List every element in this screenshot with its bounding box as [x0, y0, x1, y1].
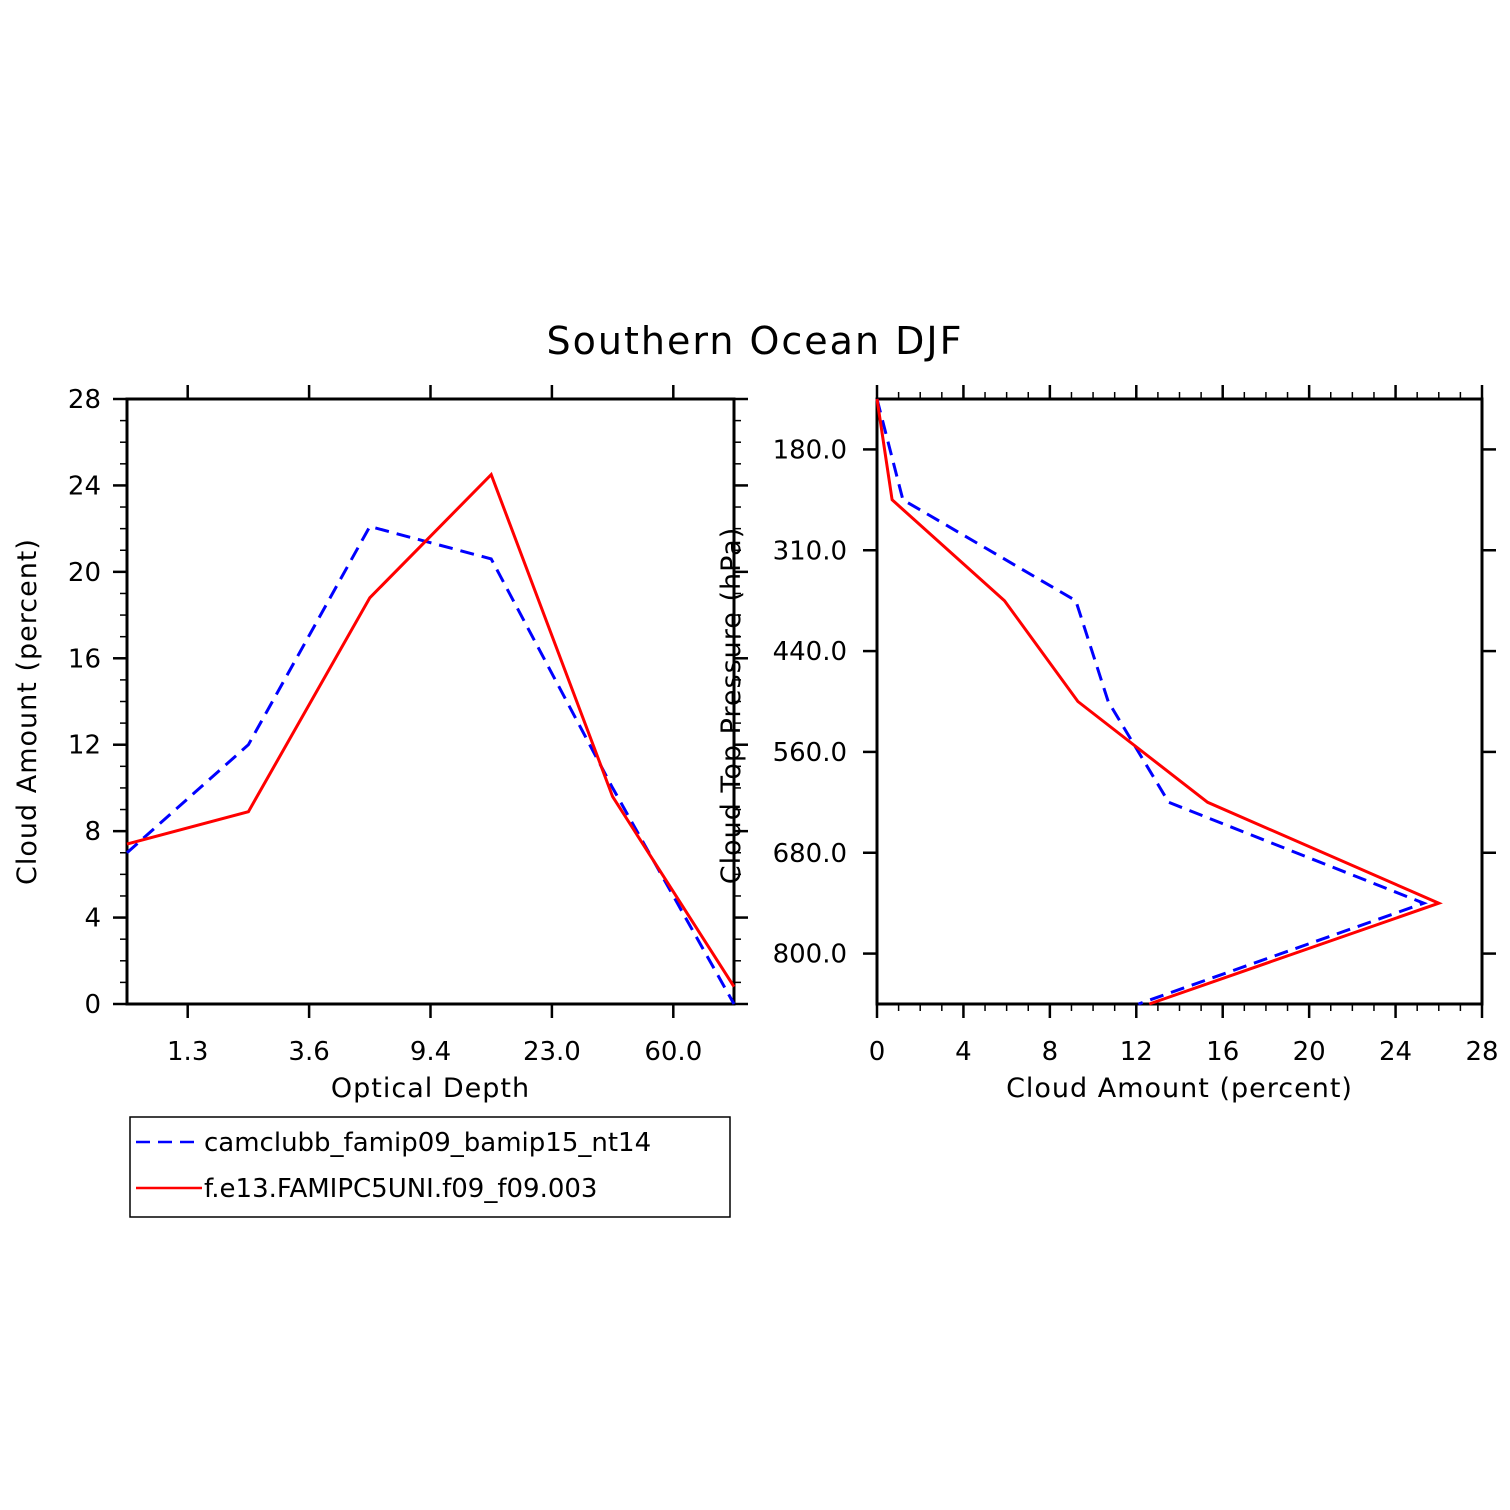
left-series-line-1: [126, 524, 736, 1005]
right-y-tick-label: 560.0: [773, 738, 847, 768]
left-x-tick-label: 9.4: [410, 1037, 451, 1067]
pressure-profile-panel: 0 4 8 12 16 20 24 28 180.0 310.0 440.0 560.0 680.0 80…: [716, 385, 1499, 1104]
figure-title: Southern Ocean DJF: [547, 319, 964, 363]
left-x-tick-label: 3.6: [288, 1037, 329, 1067]
left-x-tick-label: 1.3: [167, 1037, 208, 1067]
right-series-line-1: [875, 398, 1428, 1006]
right-y-axis-label: Cloud Top Pressure (hPa): [716, 527, 747, 885]
left-y-tick-label: 16: [68, 644, 101, 674]
legend-label-series1: camclubb_famip09_bamip15_nt14: [204, 1128, 651, 1158]
left-y-tick-label: 20: [68, 558, 101, 588]
right-x-tick-label: 24: [1379, 1037, 1412, 1067]
left-x-tick-label: 23.0: [523, 1037, 581, 1067]
left-x-tick-label: 60.0: [644, 1037, 702, 1067]
right-x-tick-label: 0: [869, 1037, 886, 1067]
right-x-axis-label: Cloud Amount (percent): [1006, 1073, 1353, 1104]
left-y-axis-label: Cloud Amount (percent): [12, 538, 43, 885]
left-y-tick-label: 12: [68, 731, 101, 761]
left-y-tick-label: 24: [68, 471, 101, 501]
left-y-tick-label: 0: [84, 990, 101, 1020]
right-y-tick-label: 800.0: [773, 940, 847, 970]
right-series-line-2: [875, 398, 1443, 1006]
right-plot-frame: [875, 397, 1484, 1006]
right-y-tick-label: 180.0: [773, 435, 847, 465]
right-x-tick-label: 20: [1293, 1037, 1326, 1067]
left-y-tick-label: 4: [84, 904, 101, 934]
legend-box: [129, 1116, 731, 1218]
optical-depth-panel: 0 4 8 12 16 20 24 28 1.3 3.6 9.4 23.0 60.0 Optical De…: [12, 385, 748, 1104]
left-series-line-2: [126, 471, 736, 988]
right-y-tick-label: 310.0: [773, 536, 847, 566]
legend-label-series2: f.e13.FAMIPC5UNI.f09_f09.003: [204, 1174, 597, 1204]
right-x-tick-label: 12: [1120, 1037, 1153, 1067]
right-x-tick-label: 4: [955, 1037, 972, 1067]
left-y-tick-label: 8: [84, 817, 101, 847]
right-y-tick-label: 440.0: [773, 637, 847, 667]
right-x-tick-label: 8: [1042, 1037, 1059, 1067]
left-y-tick-label: 28: [68, 385, 101, 415]
right-y-tick-label: 680.0: [773, 839, 847, 869]
left-plot-frame: [125, 397, 736, 1006]
right-x-tick-label: 16: [1206, 1037, 1239, 1067]
right-x-tick-label: 28: [1465, 1037, 1498, 1067]
left-x-axis-label: Optical Depth: [331, 1073, 530, 1104]
legend: camclubb_famip09_bamip15_nt14 f.e13.FAMI…: [129, 1116, 731, 1218]
